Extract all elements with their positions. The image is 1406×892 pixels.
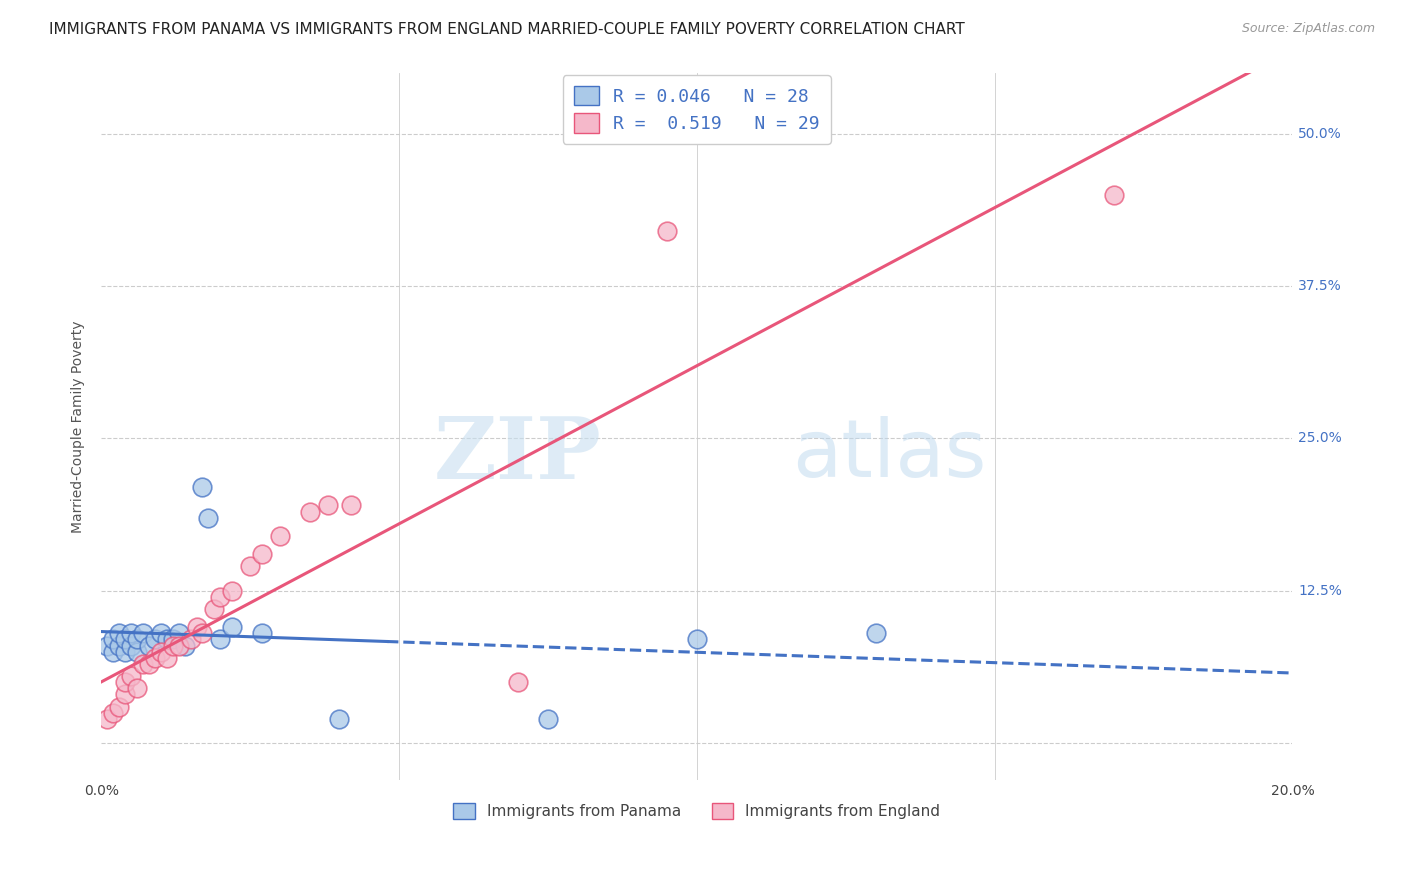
Point [96, 639, 118, 653]
Point [156, 632, 179, 647]
Point [108, 699, 131, 714]
Point [149, 626, 172, 640]
Y-axis label: Married-Couple Family Poverty: Married-Couple Family Poverty [72, 320, 86, 533]
Point [120, 626, 142, 640]
Text: ZIP: ZIP [434, 413, 602, 497]
Point [138, 657, 160, 671]
Text: 37.5%: 37.5% [1298, 279, 1343, 293]
Point [202, 602, 225, 616]
Point [191, 626, 214, 640]
Point [340, 499, 363, 513]
Point [167, 639, 190, 653]
Point [167, 626, 190, 640]
Point [250, 626, 273, 640]
Point [173, 639, 195, 653]
Point [96, 712, 118, 726]
Point [114, 675, 136, 690]
Text: 25.0%: 25.0% [1298, 432, 1343, 445]
Point [120, 639, 142, 653]
Point [328, 712, 350, 726]
Point [298, 505, 321, 519]
Point [114, 687, 136, 701]
Point [101, 645, 124, 659]
Text: IMMIGRANTS FROM PANAMA VS IMMIGRANTS FROM ENGLAND MARRIED-COUPLE FAMILY POVERTY : IMMIGRANTS FROM PANAMA VS IMMIGRANTS FRO… [49, 22, 965, 37]
Point [221, 583, 243, 598]
Point [239, 559, 262, 574]
Point [132, 626, 155, 640]
Point [508, 675, 530, 690]
Point [108, 639, 131, 653]
Point [101, 706, 124, 720]
Point [143, 632, 166, 647]
Point [114, 645, 136, 659]
Point [865, 626, 887, 640]
Point [197, 510, 219, 524]
Point [191, 480, 214, 494]
Point [250, 547, 273, 561]
Point [101, 632, 124, 647]
Point [125, 632, 148, 647]
Text: atlas: atlas [792, 416, 987, 493]
Point [269, 529, 291, 543]
Point [316, 499, 339, 513]
Text: 12.5%: 12.5% [1298, 583, 1343, 598]
Point [156, 650, 179, 665]
Point [143, 650, 166, 665]
Point [537, 712, 560, 726]
Point [138, 639, 160, 653]
Point [149, 645, 172, 659]
Text: Source: ZipAtlas.com: Source: ZipAtlas.com [1241, 22, 1375, 36]
Point [132, 657, 155, 671]
Point [162, 632, 184, 647]
Point [686, 632, 709, 647]
Point [209, 590, 232, 604]
Point [1102, 187, 1125, 202]
Point [114, 632, 136, 647]
Point [180, 632, 202, 647]
Point [186, 620, 208, 634]
Point [209, 632, 232, 647]
Point [655, 224, 678, 238]
Point [221, 620, 243, 634]
Point [120, 669, 142, 683]
Point [108, 626, 131, 640]
Point [125, 645, 148, 659]
Text: 50.0%: 50.0% [1298, 127, 1343, 141]
Point [162, 639, 184, 653]
Point [125, 681, 148, 696]
Legend: Immigrants from Panama, Immigrants from England: Immigrants from Panama, Immigrants from … [447, 797, 946, 825]
